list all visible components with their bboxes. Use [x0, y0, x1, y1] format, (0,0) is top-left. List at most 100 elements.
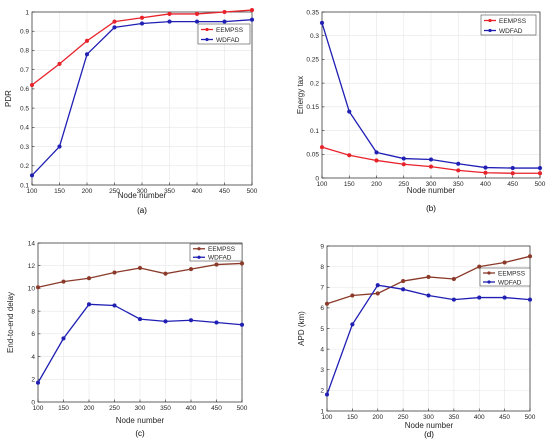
data-point-eempss: [319, 145, 325, 150]
x-tick-label: 400: [192, 188, 203, 195]
data-point-eempss: [239, 261, 245, 266]
y-tick-label: 0.1: [20, 182, 29, 189]
y-tick-label: 12: [28, 263, 36, 270]
data-point-eempss: [61, 279, 66, 284]
x-tick-label: 250: [398, 181, 409, 188]
panel-label: (b): [426, 204, 436, 213]
data-point-wdfad: [194, 19, 200, 24]
legend-marker: [205, 37, 209, 42]
y-tick-label: 5: [320, 326, 324, 333]
y-tick-label: 0.4: [20, 125, 29, 132]
x-tick-label: 350: [160, 405, 171, 412]
legend-entry-label: WDFAD: [499, 28, 523, 35]
legend-marker: [205, 27, 209, 32]
chart-panel-4: 100 150 200 250 300 350 400 450 500 1 2 3 4 5 6 7 8 9 Node…: [297, 243, 536, 439]
legend-marker: [197, 247, 201, 251]
legend-marker: [487, 280, 491, 284]
y-tick-label: 1: [320, 408, 324, 415]
data-point-eempss: [375, 291, 380, 296]
x-tick-label: 300: [135, 405, 146, 412]
y-tick-label: 6: [320, 305, 324, 312]
data-point-eempss: [84, 38, 90, 43]
data-point-eempss: [35, 285, 41, 290]
x-tick-label: 100: [33, 405, 44, 412]
data-point-eempss: [112, 19, 117, 24]
data-point-wdfad: [324, 392, 330, 397]
data-point-wdfad: [451, 297, 456, 302]
data-point-wdfad: [163, 319, 168, 324]
data-point-wdfad: [319, 20, 325, 26]
data-point-eempss: [477, 264, 482, 269]
y-axis-label: Energy tax: [296, 76, 305, 114]
legend-marker: [197, 255, 201, 259]
data-point-wdfad: [29, 173, 35, 178]
data-point-wdfad: [477, 295, 482, 300]
x-tick-label: 250: [398, 414, 409, 421]
data-point-eempss: [510, 171, 515, 176]
y-tick-label: 4: [31, 354, 35, 361]
y-tick-label: 9: [320, 243, 324, 250]
y-tick-label: 6: [31, 331, 35, 338]
y-tick-label: 2: [320, 388, 324, 395]
x-tick-label: 450: [211, 405, 222, 412]
y-tick-label: 0.35: [306, 9, 319, 16]
panel-label: (d): [424, 430, 434, 439]
data-point-eempss: [137, 265, 143, 271]
x-axis-label: Node number: [405, 421, 454, 430]
x-tick-label: 300: [137, 188, 148, 195]
y-tick-label: 0.9: [20, 29, 29, 36]
x-tick-label: 400: [474, 414, 485, 421]
y-tick-label: 0.3: [310, 33, 319, 40]
data-point-eempss: [401, 278, 406, 284]
legend-entry-label: WDFAD: [208, 255, 232, 262]
x-axis-label: Node number: [407, 186, 456, 195]
y-axis-label: PDR: [4, 90, 13, 107]
y-tick-label: 0: [31, 399, 35, 406]
x-tick-label: 450: [219, 188, 230, 195]
panel-label: (a): [137, 206, 147, 215]
x-tick-label: 100: [322, 414, 333, 421]
data-point-eempss: [347, 153, 352, 158]
y-tick-label: 2: [31, 377, 35, 384]
legend-entry-label: EEMPSS: [499, 18, 527, 25]
x-tick-label: 250: [109, 405, 120, 412]
data-point-eempss: [456, 168, 461, 173]
x-tick-label: 300: [423, 414, 434, 421]
x-tick-label: 350: [453, 181, 464, 188]
x-tick-label: 150: [347, 414, 358, 421]
data-point-wdfad: [214, 320, 219, 325]
data-point-wdfad: [347, 109, 352, 114]
legend-marker: [488, 28, 492, 33]
y-tick-label: 14: [28, 240, 36, 247]
x-axis-label: Node number: [116, 416, 165, 425]
data-point-wdfad: [112, 303, 117, 308]
data-point-wdfad: [428, 157, 434, 162]
data-point-eempss: [428, 164, 434, 169]
x-tick-label: 200: [372, 414, 383, 421]
x-tick-label: 200: [371, 181, 382, 188]
x-tick-label: 150: [58, 405, 69, 412]
legend-entry-label: EEMPSS: [208, 246, 236, 253]
legend-marker: [487, 271, 491, 275]
data-point-eempss: [527, 254, 533, 259]
y-tick-label: 0.2: [310, 80, 319, 87]
data-point-eempss: [426, 274, 431, 280]
data-point-wdfad: [374, 150, 379, 155]
chart-panel-1: 100 150 200 250 300 350 400 450 500 0.1 0.2 0.3 0.4 0…: [4, 7, 258, 215]
data-point-eempss: [188, 267, 194, 272]
y-tick-label: 10: [28, 286, 36, 293]
y-tick-label: 4: [320, 346, 324, 353]
legend: EEMPSS WDFAD: [189, 243, 243, 262]
data-point-eempss: [214, 262, 219, 267]
y-tick-label: 0.1: [310, 128, 319, 135]
data-point-wdfad: [456, 161, 461, 166]
data-point-wdfad: [167, 19, 172, 24]
legend-entry-label: WDFAD: [216, 37, 240, 44]
legend: EEMPSS WDFAD: [479, 267, 531, 286]
data-point-wdfad: [401, 156, 406, 161]
y-tick-label: 0.25: [306, 57, 319, 64]
data-point-wdfad: [86, 302, 92, 307]
data-point-wdfad: [61, 336, 66, 341]
y-tick-label: 8: [320, 264, 324, 271]
data-point-eempss: [451, 276, 456, 282]
